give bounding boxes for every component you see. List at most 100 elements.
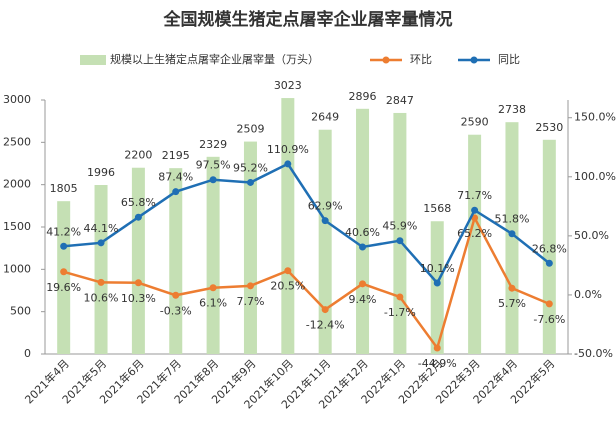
y-tick-label: 0 xyxy=(24,347,31,360)
line-marker xyxy=(97,239,105,247)
line-marker xyxy=(134,279,142,287)
bar xyxy=(243,141,257,354)
line-label: 10.1% xyxy=(420,262,455,275)
line-label: 19.6% xyxy=(46,281,81,294)
line-label: 51.8% xyxy=(494,213,529,226)
legend-label: 同比 xyxy=(498,53,520,66)
legend-marker xyxy=(470,56,478,64)
y-tick-label: 1000 xyxy=(3,262,31,275)
line-marker xyxy=(172,291,180,299)
bar-label: 3023 xyxy=(274,79,302,92)
line-label: -0.3% xyxy=(160,304,192,317)
line-label: 62.9% xyxy=(308,200,343,213)
y-tick-label: 3000 xyxy=(3,93,31,106)
line-marker xyxy=(209,284,217,292)
bar xyxy=(206,156,220,354)
line-marker xyxy=(433,279,441,287)
line-marker xyxy=(508,230,516,238)
line-label: 7.7% xyxy=(236,295,264,308)
line-label: 20.5% xyxy=(270,280,305,293)
y-tick-label: 1500 xyxy=(3,220,31,233)
line-label: 10.6% xyxy=(84,291,119,304)
line-marker xyxy=(246,282,254,290)
bar xyxy=(281,98,295,354)
line-label: 10.3% xyxy=(121,292,156,305)
line xyxy=(63,214,550,351)
legend-label: 环比 xyxy=(410,53,432,66)
chart-title: 全国规模生猪定点屠宰企业屠宰量情况 xyxy=(163,9,453,30)
bar-label: 2847 xyxy=(386,94,414,107)
line-marker xyxy=(321,217,329,225)
bar-label: 2738 xyxy=(498,103,526,116)
line-label: 95.2% xyxy=(233,161,268,174)
line-label: 97.5% xyxy=(196,159,231,172)
line-marker xyxy=(321,306,329,314)
legend-swatch xyxy=(80,55,106,65)
line-label: 44.1% xyxy=(84,222,119,235)
bar-label: 1996 xyxy=(87,166,115,179)
line-label: -12.4% xyxy=(306,319,345,332)
bar-label: 2590 xyxy=(461,116,489,129)
line-marker xyxy=(60,268,68,276)
line-marker xyxy=(545,259,553,267)
line-marker xyxy=(359,243,367,251)
line-label: 71.7% xyxy=(457,189,492,202)
bar xyxy=(430,221,444,354)
bar xyxy=(169,168,183,354)
line-marker xyxy=(508,284,516,292)
legend-label: 规模以上生猪定点屠宰企业屠宰量（万头） xyxy=(110,52,319,66)
line-label: -1.7% xyxy=(384,306,416,319)
line-marker xyxy=(396,237,404,245)
bar-label: 2649 xyxy=(311,111,339,124)
y-tick-label: 500 xyxy=(10,305,31,318)
line-marker xyxy=(471,206,479,214)
line-marker xyxy=(284,160,292,168)
line-marker xyxy=(172,188,180,196)
bar-label: 2195 xyxy=(162,149,190,162)
line-label: 65.2% xyxy=(457,227,492,240)
line-label: 65.8% xyxy=(121,196,156,209)
line-label: -44.9% xyxy=(418,357,457,370)
bar xyxy=(57,201,71,354)
bar-label: 1568 xyxy=(423,202,451,215)
line-label: 6.1% xyxy=(199,297,227,310)
y2-tick-label: 100.0% xyxy=(574,170,616,183)
line-label: 87.4% xyxy=(158,171,193,184)
line-marker xyxy=(209,176,217,184)
bar xyxy=(94,185,108,354)
bar xyxy=(542,139,556,354)
bar xyxy=(468,134,482,354)
line-marker xyxy=(60,242,68,250)
line-label: 110.9% xyxy=(267,143,309,156)
bar-label: 2896 xyxy=(349,90,377,103)
y-tick-label: 2500 xyxy=(3,135,31,148)
bar xyxy=(393,112,407,354)
bar xyxy=(356,108,370,355)
line-marker xyxy=(284,267,292,275)
line-label: 41.2% xyxy=(46,225,81,238)
bar xyxy=(505,122,519,354)
bar-label: 2200 xyxy=(124,149,152,162)
line-marker xyxy=(545,300,553,308)
line-marker xyxy=(359,280,367,288)
y2-tick-label: -50.0% xyxy=(574,347,613,360)
y2-tick-label: 150.0% xyxy=(574,111,616,124)
line xyxy=(63,162,551,286)
line-label: 26.8% xyxy=(532,242,567,255)
line-label: -7.6% xyxy=(533,313,565,326)
legend-marker xyxy=(382,56,390,64)
line-marker xyxy=(433,344,441,352)
bar-label: 2329 xyxy=(199,138,227,151)
y2-tick-label: 50.0% xyxy=(574,229,609,242)
bar-label: 1805 xyxy=(50,182,78,195)
line-marker xyxy=(396,293,404,301)
y-tick-label: 2000 xyxy=(3,178,31,191)
bar-label: 2530 xyxy=(535,121,563,134)
line-marker xyxy=(246,178,254,186)
line-label: 40.6% xyxy=(345,226,380,239)
line-marker xyxy=(97,278,105,286)
line-label: 9.4% xyxy=(349,293,377,306)
line-label: 45.9% xyxy=(382,220,417,233)
y2-tick-label: 0.0% xyxy=(574,288,602,301)
